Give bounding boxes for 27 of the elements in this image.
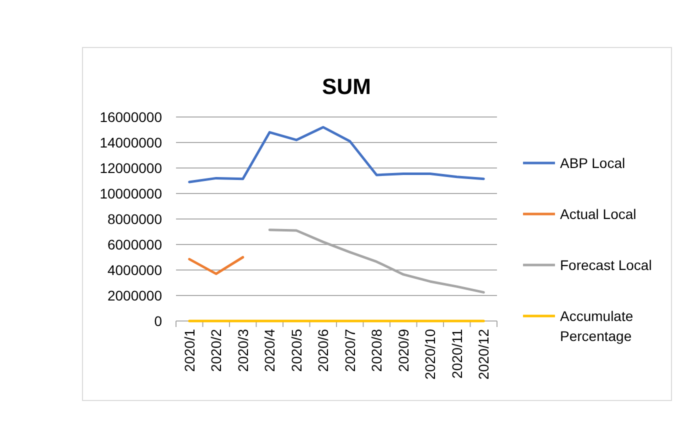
legend-label: Forecast Local <box>560 257 652 273</box>
x-tick-label: 2020/9 <box>395 328 412 372</box>
y-tick-label: 16000000 <box>100 109 162 125</box>
x-tick-label: 2020/3 <box>234 328 251 372</box>
y-tick-label: 12000000 <box>100 160 162 176</box>
y-tick-label: 2000000 <box>107 288 162 304</box>
legend-label: Actual Local <box>560 206 636 222</box>
x-tick-label: 2020/4 <box>262 328 278 372</box>
x-tick-label: 2020/2 <box>208 328 224 372</box>
x-tick-label: 2020/6 <box>315 328 332 372</box>
x-tick-label: 2020/12 <box>476 328 492 380</box>
y-tick-label: 4000000 <box>107 262 162 278</box>
x-tick-label: 2020/7 <box>342 328 358 372</box>
x-tick-label: 2020/1 <box>181 328 198 372</box>
legend-label: ABP Local <box>560 155 626 171</box>
x-tick-label: 2020/10 <box>422 328 438 380</box>
y-tick-label: 10000000 <box>100 186 162 202</box>
y-tick-label: 8000000 <box>107 211 162 227</box>
y-tick-label: 0 <box>154 313 162 329</box>
chart-title: SUM <box>322 74 371 99</box>
y-tick-label: 6000000 <box>107 236 162 252</box>
legend-label: Accumulate Percentage <box>560 308 634 344</box>
x-tick-label: 2020/8 <box>368 328 385 372</box>
y-tick-label: 14000000 <box>100 134 162 150</box>
x-tick-label: 2020/5 <box>288 328 304 372</box>
line-series <box>188 126 485 184</box>
x-tick-label: 2020/11 <box>448 328 465 379</box>
